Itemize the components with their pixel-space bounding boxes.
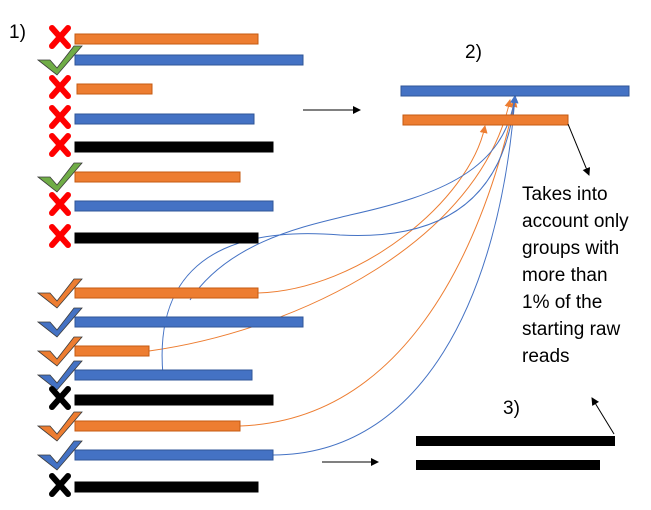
read-bar-orange (76, 83, 153, 95)
read-bar-orange (74, 171, 241, 183)
note-line: 1% of the (522, 292, 603, 313)
read-bar-blue (74, 200, 274, 212)
flow-arrows (303, 106, 615, 466)
arrow-icon (591, 397, 615, 435)
mapping-curve-orange (148, 99, 513, 352)
cross-icon (49, 133, 71, 157)
step2-label: 2) (465, 42, 482, 63)
read-bar-orange (74, 420, 241, 432)
mapping-curve-orange (257, 125, 488, 294)
checkmark-icon (36, 278, 83, 309)
filter-note: Takes into account only groups with more… (522, 181, 647, 370)
read-bar-orange (74, 287, 259, 299)
read-bar-black (74, 141, 274, 153)
read-bar-blue (74, 369, 253, 381)
checkmark-icon (36, 162, 83, 193)
mapping-curve-blue (272, 95, 519, 456)
read-bar-orange (74, 33, 259, 45)
read-bar-blue (74, 54, 304, 66)
read-bar-black (74, 394, 274, 406)
note-line: groups with (522, 238, 620, 259)
read-bar-blue (74, 113, 255, 125)
step1-marks (36, 25, 83, 497)
cross-icon (49, 386, 71, 410)
cross-icon (49, 224, 71, 248)
group-bar-black (416, 460, 600, 470)
group-bar-blue (400, 85, 630, 97)
cross-icon (49, 192, 71, 216)
read-bar-blue (74, 449, 274, 461)
cross-icon (49, 75, 71, 99)
checkmark-icon (36, 307, 83, 338)
mapping-curve-orange (239, 99, 518, 427)
checkmark-icon (36, 45, 83, 76)
arrow-icon (567, 123, 591, 176)
note-line: starting raw (522, 319, 621, 340)
group-bar-orange (402, 114, 569, 126)
step2-groups (400, 85, 630, 126)
checkmark-icon (36, 336, 83, 367)
note-line: Takes into (522, 184, 608, 205)
step1-reads (74, 33, 304, 493)
read-bar-orange (74, 345, 150, 357)
cross-icon (49, 473, 71, 497)
cross-icon (49, 105, 71, 129)
step3-label: 3) (503, 398, 520, 419)
read-bar-black (74, 481, 259, 493)
note-line: account only (522, 211, 629, 232)
checkmark-icon (36, 440, 83, 471)
step3-groups (416, 436, 615, 470)
read-bar-black (74, 232, 259, 244)
note-line: more than (522, 265, 608, 286)
step1-label: 1) (9, 22, 26, 43)
mapping-curve-blue (189, 95, 519, 301)
note-line: reads (522, 346, 570, 367)
checkmark-icon (36, 411, 83, 442)
group-bar-black (416, 436, 615, 446)
cross-icon (49, 25, 71, 49)
read-mapping-curves (148, 95, 519, 456)
read-bar-blue (74, 316, 304, 328)
mapping-curve-blue (161, 95, 519, 376)
checkmark-icon (36, 360, 83, 391)
